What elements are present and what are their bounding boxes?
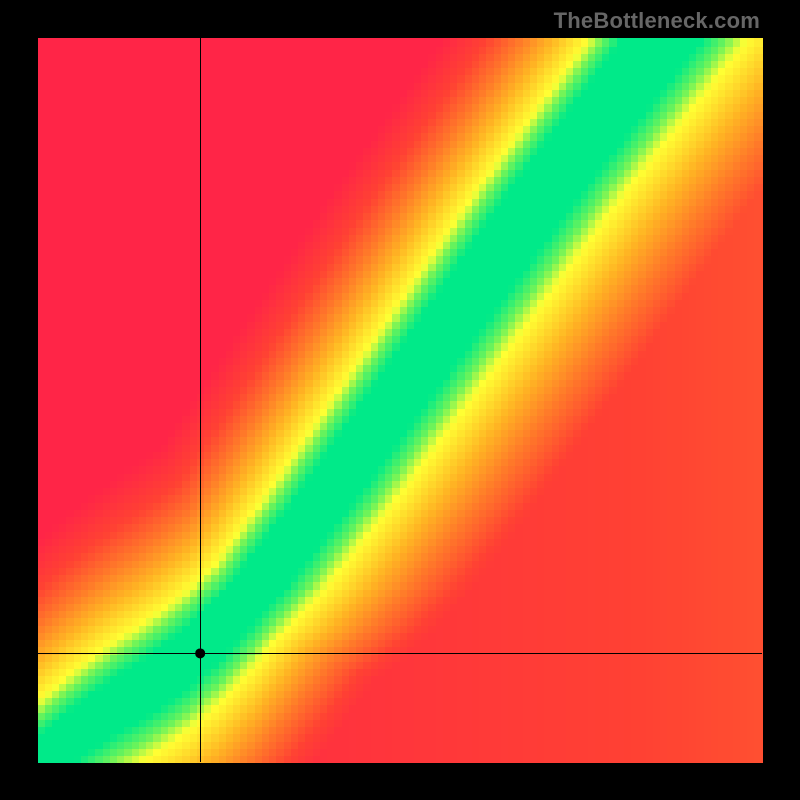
watermark-text: TheBottleneck.com: [554, 8, 760, 34]
chart-container: TheBottleneck.com: [0, 0, 800, 800]
bottleneck-heatmap-canvas: [0, 0, 800, 800]
